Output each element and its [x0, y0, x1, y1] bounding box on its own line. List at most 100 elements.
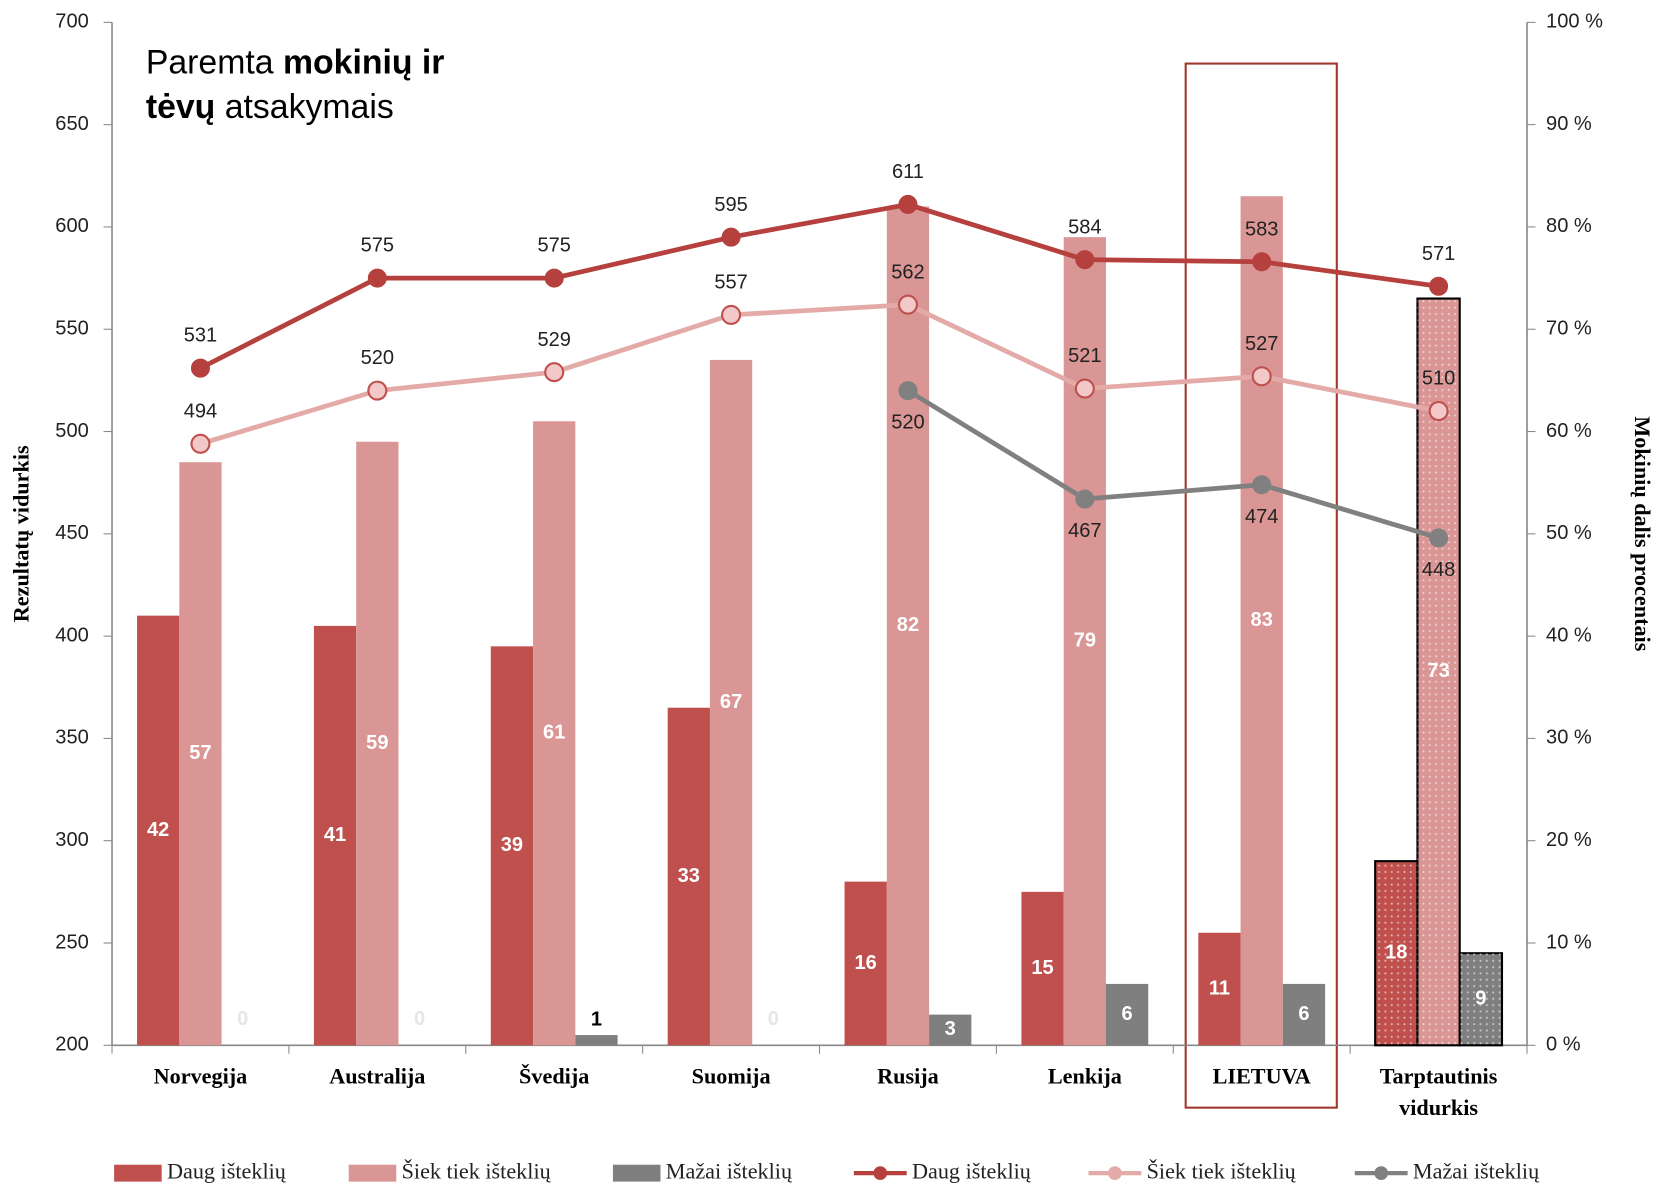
bar-pattern — [1375, 861, 1418, 1046]
bar — [356, 441, 399, 1046]
annotation: Paremta mokinių ir — [146, 44, 445, 82]
legend-swatch — [114, 1164, 162, 1182]
bar — [929, 1014, 972, 1046]
line-marker — [898, 194, 918, 214]
bar — [1063, 237, 1106, 1046]
line-marker — [1075, 489, 1095, 509]
annotation: tėvų atsakymais — [146, 88, 394, 126]
line-marker — [898, 381, 918, 401]
y-tick-label: 250 — [55, 931, 88, 953]
bar-label: 41 — [324, 824, 346, 846]
bar — [1198, 932, 1241, 1046]
line-marker — [367, 268, 387, 288]
bar-label: 42 — [147, 819, 169, 841]
bar-label: 9 — [1475, 988, 1486, 1010]
bar-label: 0 — [414, 1008, 425, 1030]
annotation-part: mokinių ir — [283, 44, 445, 82]
line-label: 575 — [361, 235, 394, 257]
line-marker — [544, 362, 565, 383]
line-marker — [190, 358, 210, 378]
y-axis-label: Rezultatų vidurkis — [8, 445, 33, 622]
bar-label: 16 — [855, 952, 877, 974]
bar-label: 18 — [1385, 942, 1407, 964]
bar-label: 11 — [1209, 977, 1230, 999]
line-label: 510 — [1422, 368, 1455, 390]
line-marker — [1428, 401, 1449, 422]
line-label: 562 — [891, 261, 924, 283]
legend-label: Daug išteklių — [167, 1158, 287, 1183]
y-tick-label: 600 — [55, 215, 88, 237]
y-tick-label: 350 — [55, 727, 88, 749]
line-marker — [1252, 475, 1272, 495]
y2-tick-label: 80 % — [1546, 215, 1592, 237]
y2-tick-label: 20 % — [1546, 829, 1592, 851]
legend-label: Šiek tiek išteklių — [1147, 1157, 1297, 1183]
x-tick-label: LIETUVA — [1212, 1063, 1311, 1089]
bar-label: 33 — [678, 865, 700, 887]
x-tick-label: Rusija — [877, 1063, 939, 1089]
line-label: 520 — [361, 347, 394, 369]
bar-pattern — [1459, 953, 1502, 1046]
legend-marker — [1108, 1166, 1122, 1181]
x-tick-label: Australija — [329, 1063, 426, 1089]
line-marker — [1429, 276, 1449, 296]
line-label: 474 — [1245, 506, 1278, 528]
line-label: 557 — [714, 272, 747, 294]
x-tick-label-box: Tarptautinis vidurkis — [1379, 1063, 1498, 1121]
line-label: 521 — [1068, 345, 1101, 367]
bar-label: 61 — [543, 722, 565, 744]
line-marker — [1251, 366, 1272, 387]
x-tick-label: Lenkija — [1047, 1063, 1122, 1089]
line-label: 529 — [537, 329, 570, 351]
y-tick-label: 300 — [55, 829, 88, 851]
line — [199, 202, 1439, 371]
x-tick-label: Suomija — [691, 1063, 771, 1089]
bar — [490, 646, 534, 1046]
legend-swatch — [612, 1164, 661, 1182]
y2-axis-label: Mokinių dalis procentais — [1630, 416, 1655, 651]
line-label: 527 — [1245, 333, 1278, 355]
bar — [1282, 983, 1326, 1046]
y2-tick-label: 100 % — [1546, 11, 1603, 33]
bar — [533, 421, 576, 1046]
bar-label: 1 — [591, 1009, 602, 1031]
y-tick-label: 400 — [55, 624, 88, 646]
line-label: 448 — [1422, 559, 1455, 581]
bar-label: 0 — [237, 1008, 248, 1030]
legend-label: Mažai išteklių — [666, 1158, 793, 1183]
bar — [137, 615, 180, 1046]
legend-marker — [873, 1166, 888, 1181]
line-label: 583 — [1245, 218, 1278, 240]
x-tick-label: Norvegija — [153, 1063, 248, 1089]
bar-label: 83 — [1251, 609, 1273, 631]
bar-label: 6 — [1122, 1003, 1133, 1025]
line-marker — [190, 433, 211, 454]
x-tick-label-box: Lenkija — [1047, 1063, 1122, 1089]
y2-tick-label: 60 % — [1546, 420, 1592, 442]
y2-tick-label: 90 % — [1546, 113, 1592, 135]
x-tick-label-box: Australija — [329, 1063, 426, 1089]
annotation-part: atsakymais — [215, 88, 393, 126]
x-tick-label: Tarptautinis vidurkis — [1379, 1063, 1498, 1121]
line-label: 520 — [891, 412, 924, 434]
line-marker — [721, 227, 741, 247]
bar — [844, 881, 887, 1046]
x-tick-label-box: LIETUVA — [1212, 1063, 1311, 1089]
bar-label: 15 — [1031, 957, 1053, 979]
line-marker — [897, 294, 918, 315]
bar — [179, 462, 222, 1046]
x-tick-label-box: Suomija — [691, 1063, 771, 1089]
y2-tick-label: 40 % — [1546, 624, 1592, 646]
line — [199, 302, 1440, 447]
line-label: 611 — [892, 161, 924, 183]
annotation-part: tėvų — [146, 88, 216, 126]
line-marker — [1252, 252, 1272, 272]
x-tick-label: Švedija — [519, 1063, 590, 1089]
legend-swatch — [348, 1164, 397, 1182]
bar-label: 59 — [366, 732, 388, 754]
x-tick-label-box: Norvegija — [153, 1063, 248, 1089]
highlight-box — [1184, 62, 1338, 1109]
x-tick-label-box: Švedija — [519, 1063, 590, 1089]
